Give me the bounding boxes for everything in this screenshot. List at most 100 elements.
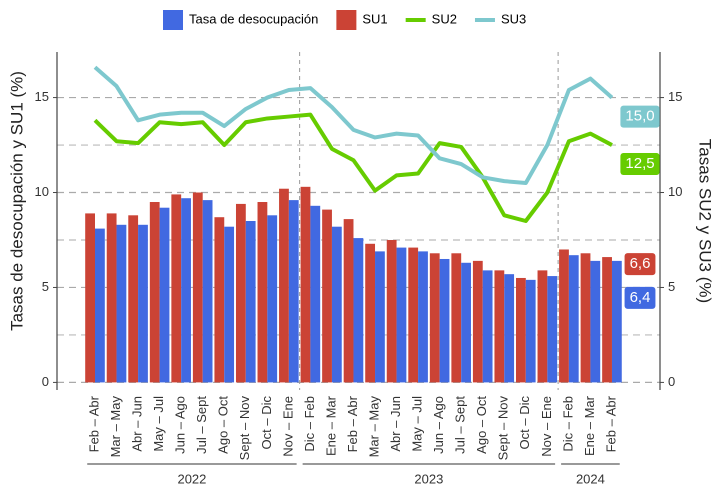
- bar: [310, 205, 321, 383]
- y-tick-label: 0: [42, 374, 49, 389]
- x-tick-label: Nov – Ene: [280, 396, 295, 457]
- line: [93, 65, 614, 186]
- bar: [547, 276, 558, 383]
- bar: [461, 262, 471, 383]
- bar: [267, 215, 278, 383]
- end-label: 12,5: [625, 155, 654, 172]
- bar: [343, 219, 354, 383]
- bar: [106, 213, 117, 383]
- bar: [472, 260, 483, 383]
- legend-swatch: [336, 10, 357, 30]
- x-tick-label: Dic – Feb: [302, 396, 317, 452]
- y2-tick-label: 0: [668, 374, 675, 389]
- bar: [85, 213, 95, 383]
- x-tick-label: Abr – Jun: [388, 396, 403, 452]
- bar: [418, 251, 428, 383]
- bar: [451, 253, 462, 383]
- y-tick-label: 5: [42, 279, 49, 294]
- x-tick-label: Jun – Ago: [431, 396, 446, 454]
- bar: [138, 224, 148, 383]
- bar: [300, 186, 311, 383]
- group-label: 2022: [177, 471, 206, 486]
- x-tick-label: Jul – Sept: [194, 396, 209, 454]
- line: [93, 112, 613, 223]
- bar: [494, 270, 505, 383]
- bar: [214, 217, 225, 383]
- bar: [568, 255, 579, 383]
- end-label: 15,0: [625, 108, 654, 125]
- end-label-box: [624, 253, 656, 276]
- bar: [429, 253, 440, 383]
- bar: [128, 215, 139, 383]
- bar: [602, 257, 612, 383]
- bar: [322, 209, 332, 383]
- group-label: 2023: [414, 471, 443, 486]
- bar: [257, 202, 268, 383]
- bar: [559, 249, 569, 383]
- end-label: 6,4: [630, 289, 651, 306]
- x-tick-label: May – Jul: [151, 396, 166, 452]
- x-tick-label: Nov – Ene: [539, 396, 554, 457]
- group-label: 2024: [576, 471, 605, 486]
- x-tick-label: Feb – Abr: [603, 395, 618, 452]
- bar: [580, 253, 591, 383]
- x-tick-label: Oct – Dic: [517, 396, 532, 450]
- bar: [171, 194, 182, 383]
- bar: [192, 192, 203, 383]
- x-tick-label: Ago – Oct: [216, 396, 231, 454]
- bar: [525, 279, 536, 383]
- end-label-box: [620, 105, 660, 128]
- x-tick-label: Mar – May: [366, 396, 381, 458]
- x-tick-label: May – Jul: [410, 396, 425, 452]
- bar: [95, 228, 105, 383]
- y-axis-title: Tasas de desocupación y SU1 (%): [7, 71, 26, 331]
- x-tick-label: Sept – Nov: [237, 396, 252, 461]
- legend-swatch: [163, 10, 183, 30]
- bar: [331, 226, 342, 383]
- bar: [365, 243, 376, 383]
- end-label: 6,6: [630, 255, 651, 272]
- bar: [396, 247, 407, 383]
- y-tick-label: 15: [35, 89, 49, 104]
- legend-text: SU3: [501, 11, 526, 26]
- x-tick-label: Feb – Abr: [345, 395, 360, 452]
- bar: [279, 188, 289, 383]
- legend-text: SU2: [432, 11, 457, 26]
- bar: [159, 207, 170, 383]
- x-tick-label: Jun – Ago: [173, 396, 188, 454]
- y-tick-label: 10: [35, 184, 49, 199]
- legend-text: SU1: [362, 11, 387, 26]
- bar: [504, 274, 515, 383]
- y2-axis-title: Tasas SU2 y SU3 (%): [696, 139, 715, 303]
- x-tick-label: Abr – Jun: [130, 396, 145, 452]
- end-label-box: [624, 286, 656, 309]
- x-tick-label: Ene – Mar: [582, 395, 597, 456]
- x-tick-label: Dic – Feb: [560, 396, 575, 452]
- bar: [224, 226, 235, 383]
- x-tick-label: Oct – Dic: [259, 396, 274, 450]
- bar: [245, 221, 256, 383]
- y2-tick-label: 15: [668, 89, 682, 104]
- y2-tick-label: 5: [668, 279, 675, 294]
- bar: [537, 270, 548, 383]
- x-tick-label: Ene – Mar: [323, 395, 338, 456]
- bar: [590, 260, 601, 383]
- bar: [439, 258, 450, 383]
- bar: [181, 198, 191, 383]
- bar: [516, 277, 526, 383]
- bar: [386, 239, 397, 383]
- x-tick-label: Jul – Sept: [453, 396, 468, 454]
- bar: [116, 224, 127, 383]
- legend-text: Tasa de desocupación: [189, 11, 318, 26]
- bar: [482, 270, 493, 383]
- bar: [149, 202, 160, 383]
- bar: [353, 238, 364, 383]
- bar: [375, 251, 385, 383]
- bar: [611, 260, 622, 383]
- bar: [408, 247, 419, 383]
- x-tick-label: Mar – May: [108, 396, 123, 458]
- end-label-box: [620, 153, 660, 176]
- x-tick-label: Sept – Nov: [496, 396, 511, 461]
- x-tick-label: Ago – Oct: [474, 396, 489, 454]
